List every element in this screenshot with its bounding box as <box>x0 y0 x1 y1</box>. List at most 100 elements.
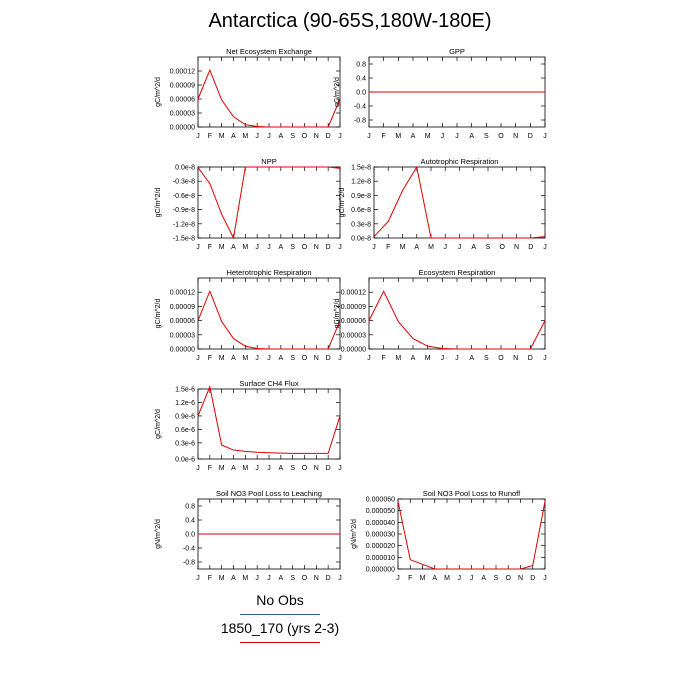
y-axis-label: gC/m^2/d <box>155 299 162 329</box>
x-tick-label: J <box>367 133 371 140</box>
y-tick-label: 0.6e-8 <box>351 207 371 214</box>
x-tick-label: M <box>242 133 248 140</box>
legend-label-obs: No Obs <box>256 592 304 608</box>
y-axis-label: gN/m^2/d <box>155 519 162 549</box>
x-tick-label: F <box>382 355 386 362</box>
x-tick-label: O <box>506 575 512 582</box>
x-tick-label: O <box>302 133 308 140</box>
x-tick-label: M <box>219 133 225 140</box>
x-tick-label: J <box>196 133 200 140</box>
x-tick-label: J <box>338 355 342 362</box>
x-tick-label: M <box>219 355 225 362</box>
y-tick-label: 0.000060 <box>366 497 395 504</box>
x-tick-label: O <box>500 244 506 251</box>
x-tick-label: J <box>455 133 459 140</box>
x-tick-label: M <box>242 575 248 582</box>
x-tick-label: J <box>267 133 271 140</box>
panel-title: Soil NO3 Pool Loss to Leaching <box>216 489 322 498</box>
y-tick-label: 1.5e-6 <box>175 387 195 394</box>
y-tick-label: 0.0e-8 <box>175 165 195 172</box>
x-tick-label: O <box>498 355 504 362</box>
panel-title: Soil NO3 Pool Loss to Runoff <box>423 489 521 498</box>
x-tick-label: M <box>425 133 431 140</box>
y-tick-label: -0.8 <box>354 118 366 125</box>
panel-1: J F M A M J J A S O N D J0.000000.000030.000060.0000… <box>155 47 342 140</box>
x-tick-label: J <box>441 133 445 140</box>
y-tick-label: 0.0 <box>185 532 195 539</box>
x-tick-label: D <box>528 355 533 362</box>
x-tick-label: J <box>441 355 445 362</box>
x-tick-label: J <box>543 355 547 362</box>
panel-title: Surface CH4 Flux <box>239 379 298 388</box>
x-tick-label: S <box>290 244 295 251</box>
y-tick-label: 0.000000 <box>366 567 395 574</box>
y-tick-label: 0.00000 <box>170 125 195 132</box>
x-tick-label: F <box>208 355 212 362</box>
x-tick-label: S <box>290 355 295 362</box>
x-tick-label: J <box>267 575 271 582</box>
y-tick-label: 0.00003 <box>341 332 366 339</box>
x-tick-label: M <box>400 244 406 251</box>
x-tick-label: M <box>242 355 248 362</box>
x-tick-label: S <box>290 465 295 472</box>
x-tick-label: S <box>290 575 295 582</box>
y-axis-label: gC/m^2/d <box>155 77 162 107</box>
x-tick-label: M <box>242 465 248 472</box>
x-tick-label: M <box>420 575 426 582</box>
x-tick-label: J <box>372 244 376 251</box>
y-tick-label: 0.00006 <box>170 318 195 325</box>
y-tick-label: 0.4 <box>185 518 195 525</box>
x-tick-label: S <box>486 244 491 251</box>
plot-frame <box>197 388 341 460</box>
x-tick-label: J <box>396 575 400 582</box>
y-axis-label: gN/m^2/d <box>351 519 358 549</box>
x-tick-label: J <box>196 575 200 582</box>
y-tick-label: 0.6e-6 <box>175 427 195 434</box>
y-tick-label: 0.0 <box>356 90 366 97</box>
x-tick-label: F <box>208 465 212 472</box>
x-tick-label: N <box>314 133 319 140</box>
x-tick-label: A <box>481 575 486 582</box>
y-tick-label: 0.8 <box>356 62 366 69</box>
x-tick-label: J <box>267 355 271 362</box>
series-line <box>373 165 546 239</box>
y-tick-label: 1.2e-6 <box>175 400 195 407</box>
legend-line-model <box>240 642 320 643</box>
y-tick-label: -1.5e-8 <box>173 236 195 243</box>
x-tick-label: J <box>444 244 448 251</box>
x-tick-label: S <box>484 355 489 362</box>
x-tick-label: M <box>242 244 248 251</box>
panel-title: NPP <box>261 157 276 166</box>
y-axis-label: gC/m^2/d <box>155 409 162 439</box>
y-tick-label: 0.00009 <box>341 304 366 311</box>
x-tick-label: J <box>458 244 462 251</box>
legend: No Obs 1850_170 (yrs 2-3) <box>200 592 360 652</box>
y-tick-label: -0.3e-8 <box>173 179 195 186</box>
y-tick-label: -1.2e-8 <box>173 221 195 228</box>
legend-line-obs <box>240 614 320 615</box>
y-tick-label: 1.2e-8 <box>351 179 371 186</box>
y-tick-label: -0.4 <box>354 104 366 111</box>
x-tick-label: D <box>326 355 331 362</box>
x-tick-label: A <box>469 355 474 362</box>
x-tick-label: S <box>290 133 295 140</box>
y-tick-label: 0.000010 <box>366 555 395 562</box>
x-tick-label: F <box>208 244 212 251</box>
y-tick-label: -0.9e-8 <box>173 207 195 214</box>
y-tick-label: 0.8 <box>185 504 195 511</box>
y-tick-label: 0.00006 <box>341 318 366 325</box>
y-tick-label: -0.6e-8 <box>173 193 195 200</box>
x-tick-label: M <box>425 355 431 362</box>
x-tick-label: A <box>231 575 236 582</box>
series-line <box>197 68 341 128</box>
y-tick-label: 0.000030 <box>366 532 395 539</box>
y-tick-label: 0.00012 <box>341 290 366 297</box>
series-line <box>197 385 341 454</box>
x-tick-label: A <box>432 575 437 582</box>
y-tick-label: 0.3e-6 <box>175 440 195 447</box>
x-tick-label: N <box>518 575 523 582</box>
x-tick-label: A <box>278 575 283 582</box>
x-tick-label: A <box>469 133 474 140</box>
y-tick-label: 0.00012 <box>170 290 195 297</box>
